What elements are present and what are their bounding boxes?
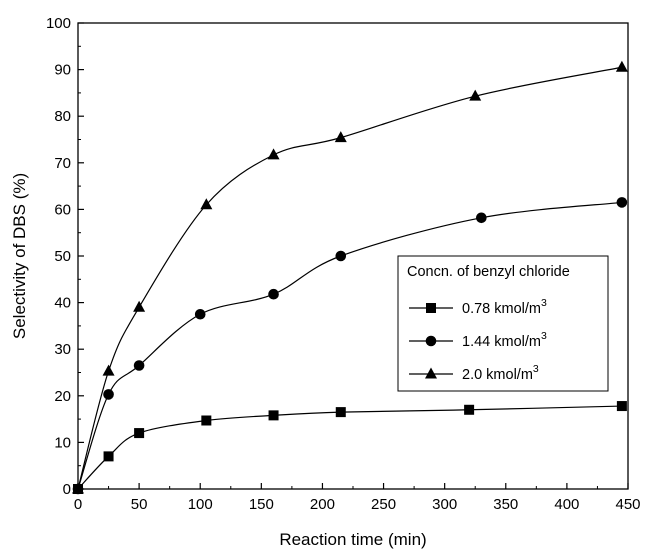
y-tick-label: 20 (54, 388, 71, 405)
legend-label-superscript: 3 (541, 330, 547, 342)
data-point (616, 197, 628, 208)
data-point (133, 360, 145, 371)
x-tick-label: 300 (432, 496, 457, 513)
legend-item: 1.44 kmol/m3 (409, 330, 547, 350)
legend-label: 2.0 kmol/m3 (462, 363, 539, 383)
legend-label-superscript: 3 (533, 363, 539, 375)
data-point (616, 401, 627, 412)
data-point (72, 482, 84, 494)
y-tick-label: 30 (54, 341, 71, 358)
x-tick-label: 50 (131, 496, 148, 513)
x-tick-label: 350 (493, 496, 518, 513)
series-square (73, 401, 627, 494)
x-tick-label: 150 (249, 496, 274, 513)
data-point (103, 389, 114, 400)
y-tick-label: 70 (54, 155, 71, 172)
legend-item: 2.0 kmol/m3 (409, 363, 539, 383)
data-point (134, 428, 145, 439)
data-point (476, 212, 487, 224)
legend-marker (425, 367, 437, 379)
x-tick-label: 100 (188, 496, 213, 513)
legend-label: 1.44 kmol/m3 (462, 330, 547, 350)
y-tick-label: 60 (54, 201, 71, 218)
y-tick-label: 0 (63, 481, 71, 498)
legend: Concn. of benzyl chloride 0.78 kmol/m3 1.… (397, 255, 609, 392)
axis-ticks: 0 50 100 150 200 250 300 350 400 450 0 10 20 30 40 50 60… (46, 15, 641, 513)
data-point (268, 410, 279, 421)
x-axis-label: Reaction time (min) (279, 530, 426, 549)
data-point (200, 198, 213, 210)
data-point (464, 404, 475, 415)
x-tick-label: 400 (554, 496, 579, 513)
data-point (335, 407, 346, 418)
legend-title: Concn. of benzyl chloride (407, 264, 570, 280)
y-axis-label: Selectivity of DBS (%) (10, 173, 29, 339)
y-tick-label: 90 (54, 62, 71, 79)
data-point (103, 451, 114, 462)
x-tick-label: 450 (615, 496, 640, 513)
data-point (102, 364, 115, 376)
x-tick-label: 200 (310, 496, 335, 513)
data-point (334, 131, 347, 143)
y-tick-label: 100 (46, 15, 71, 32)
data-point (268, 288, 279, 300)
data-point (615, 60, 628, 72)
data-point (194, 308, 206, 320)
data-point (469, 89, 482, 101)
y-tick-label: 10 (54, 434, 71, 451)
x-tick-label: 250 (371, 496, 396, 513)
x-tick-label: 0 (74, 496, 82, 513)
data-point (335, 250, 347, 262)
series-triangle (72, 60, 628, 494)
series-layer (72, 60, 628, 495)
data-point (201, 415, 212, 426)
legend-box (397, 255, 609, 392)
y-tick-label: 50 (54, 248, 71, 265)
legend-item: 0.78 kmol/m3 (409, 297, 547, 317)
legend-label: 0.78 kmol/m3 (462, 297, 547, 317)
legend-marker (426, 303, 436, 313)
series-circle (72, 197, 628, 495)
legend-marker (425, 335, 437, 347)
legend-label-superscript: 3 (541, 297, 547, 309)
y-tick-label: 40 (54, 295, 71, 312)
series-line (77, 405, 622, 490)
y-tick-label: 80 (54, 108, 71, 125)
data-point (133, 300, 146, 312)
data-point (267, 148, 280, 160)
